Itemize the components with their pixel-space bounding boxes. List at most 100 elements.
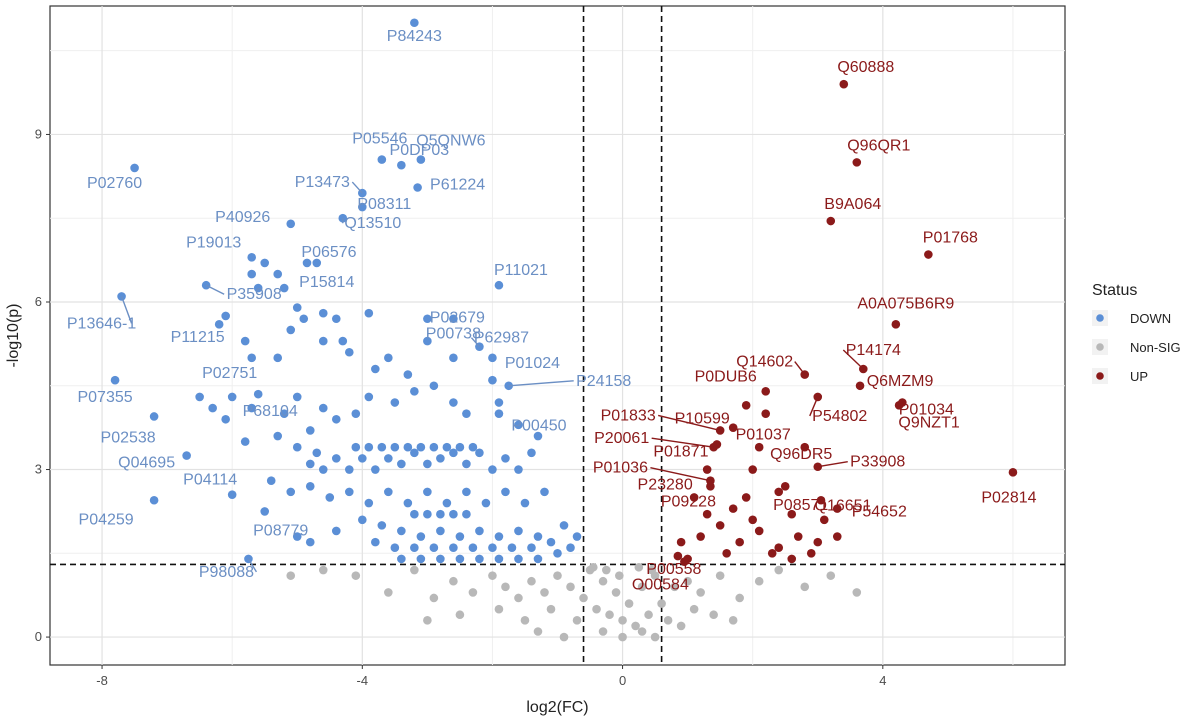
point-label-p02538: P02538 bbox=[101, 429, 156, 446]
data-point-up bbox=[780, 481, 790, 491]
data-point-non-sig bbox=[514, 593, 523, 603]
data-point-non-sig bbox=[588, 562, 598, 572]
data-point-down bbox=[436, 454, 445, 463]
data-point-down bbox=[130, 163, 139, 173]
legend-label-non-sig: Non-SIG bbox=[1130, 340, 1181, 355]
data-point-down bbox=[449, 448, 458, 458]
data-point-down bbox=[390, 442, 400, 452]
data-point-down bbox=[240, 336, 250, 346]
data-point-down bbox=[455, 442, 465, 452]
data-point-non-sig bbox=[611, 588, 621, 597]
data-point-down bbox=[325, 493, 335, 502]
point-label-p05546: P05546 bbox=[352, 131, 407, 148]
data-point-down bbox=[442, 442, 452, 452]
data-point-down bbox=[351, 409, 361, 418]
y-tick-label: 0 bbox=[35, 629, 42, 644]
data-point-down bbox=[423, 336, 432, 346]
data-point-down bbox=[286, 325, 296, 335]
data-point-non-sig bbox=[351, 571, 361, 580]
label-connector bbox=[247, 558, 258, 573]
data-point-down bbox=[423, 509, 432, 519]
point-label-p02814: P02814 bbox=[981, 489, 1036, 506]
data-point-down bbox=[449, 353, 458, 363]
data-point-non-sig bbox=[644, 610, 653, 620]
data-point-down bbox=[436, 554, 445, 564]
point-label-p54802: P54802 bbox=[812, 408, 867, 425]
data-point-non-sig bbox=[637, 627, 647, 636]
data-point-up bbox=[680, 557, 689, 566]
data-point-down bbox=[273, 353, 283, 363]
point-label-p98088: P98088 bbox=[199, 564, 254, 581]
point-label-p04114: P04114 bbox=[183, 472, 237, 489]
data-point-down bbox=[449, 398, 458, 407]
label-connector bbox=[657, 414, 721, 432]
data-point-up bbox=[761, 387, 771, 396]
data-point-up bbox=[735, 537, 744, 547]
point-label-p62987: P62987 bbox=[474, 330, 529, 347]
data-point-down bbox=[410, 448, 419, 458]
point-label-p11021: P11021 bbox=[494, 262, 548, 279]
point-label-o00584: O00584 bbox=[632, 577, 689, 594]
point-label-p40926: P40926 bbox=[215, 209, 270, 226]
data-point-down bbox=[377, 155, 387, 164]
threshold-lines bbox=[50, 6, 1065, 665]
data-point-down bbox=[527, 448, 536, 458]
data-point-down bbox=[371, 465, 380, 474]
data-point-down bbox=[221, 311, 230, 321]
point-label-p02751: P02751 bbox=[202, 365, 257, 382]
point-label-p24158: P24158 bbox=[576, 373, 631, 390]
data-point-down bbox=[423, 487, 432, 497]
data-point-up bbox=[800, 442, 810, 452]
data-point-down bbox=[494, 532, 504, 541]
data-point-down bbox=[390, 543, 400, 553]
data-point-down bbox=[410, 18, 419, 28]
data-point-down bbox=[240, 437, 250, 446]
data-point-down bbox=[423, 314, 432, 324]
point-label-p06576: P06576 bbox=[301, 244, 356, 261]
data-point-non-sig bbox=[615, 571, 624, 580]
point-label-p08571: P08571 bbox=[773, 497, 828, 514]
data-point-up bbox=[774, 543, 784, 553]
data-point-down bbox=[488, 375, 497, 385]
x-tick-label: 0 bbox=[619, 673, 626, 688]
data-point-down bbox=[410, 387, 419, 396]
point-label-b9a064: B9A064 bbox=[824, 196, 881, 213]
data-point-down bbox=[468, 442, 478, 452]
data-point-down bbox=[247, 253, 256, 262]
data-point-non-sig bbox=[624, 599, 634, 608]
point-label-p04259: P04259 bbox=[79, 511, 134, 528]
data-point-non-sig bbox=[800, 582, 810, 592]
data-point-non-sig bbox=[696, 588, 705, 597]
point-label-p01833: P01833 bbox=[601, 407, 656, 424]
data-point-down bbox=[318, 465, 328, 474]
data-point-non-sig bbox=[572, 616, 582, 625]
data-point-non-sig bbox=[318, 565, 328, 575]
data-point-up bbox=[748, 515, 757, 525]
data-point-up bbox=[826, 216, 836, 226]
data-point-down bbox=[305, 426, 315, 435]
point-label-q04695: Q04695 bbox=[118, 455, 175, 472]
data-point-down bbox=[462, 409, 471, 418]
data-point-non-sig bbox=[384, 588, 393, 597]
data-point-up bbox=[722, 549, 731, 558]
grid-lines bbox=[50, 6, 1065, 665]
data-point-down bbox=[302, 258, 312, 268]
data-point-down bbox=[403, 498, 413, 508]
data-point-down bbox=[416, 532, 426, 541]
data-point-up bbox=[852, 158, 862, 167]
data-point-non-sig bbox=[540, 588, 549, 597]
data-point-down bbox=[182, 451, 191, 460]
data-point-up bbox=[741, 493, 751, 502]
data-point-down bbox=[429, 442, 439, 452]
data-point-down bbox=[410, 509, 419, 519]
data-point-down bbox=[416, 155, 426, 164]
data-point-down bbox=[331, 314, 341, 324]
data-point-non-sig bbox=[647, 565, 657, 575]
data-point-up bbox=[819, 515, 829, 525]
label-connector bbox=[470, 337, 480, 348]
data-point-down bbox=[455, 532, 465, 541]
y-tick-label: 3 bbox=[35, 462, 42, 477]
data-point-down bbox=[286, 487, 296, 497]
data-point-down bbox=[273, 431, 283, 441]
point-label-p00558: P00558 bbox=[646, 561, 701, 578]
